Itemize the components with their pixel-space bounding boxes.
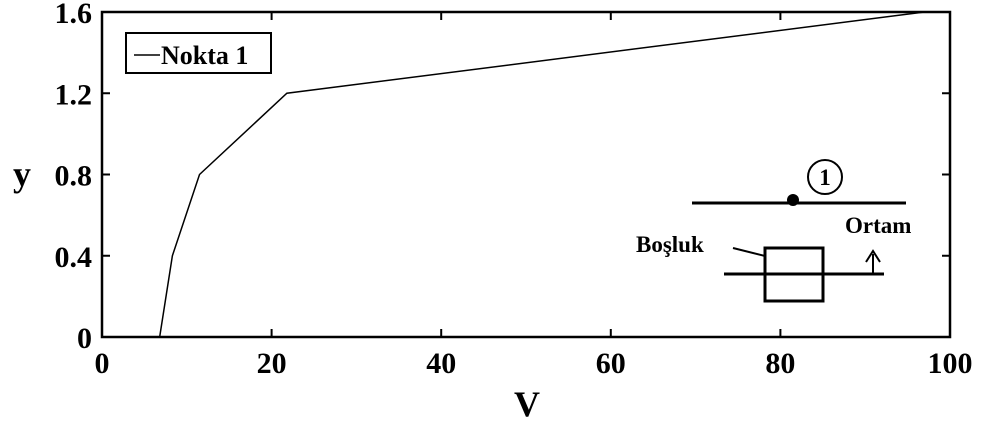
y-axis-label: y [13,154,31,194]
point-marker [787,194,799,206]
point-label-circle [807,159,843,195]
y-tick-label: 1.6 [55,0,93,30]
ticks: 0 20 40 60 80 100 0 0.4 0.8 1.2 1.6 [55,0,973,380]
legend-box [125,32,272,74]
series-layer [158,11,925,338]
x-axis-label: V [514,384,540,424]
x-tick-label: 60 [596,347,626,380]
inset-diagram: 1 Boşluk Ortam [636,159,911,303]
legend-label: Nokta 1 [161,41,248,70]
y-tick-label: 0.8 [55,160,93,193]
gap-leader-line [732,247,766,257]
x-tick-label: 40 [426,347,456,380]
gap-label: Boşluk [636,232,704,257]
legend: Nokta 1 [125,32,272,74]
series-line-nokta-1 [158,11,925,338]
y-tick-label: 0 [77,322,92,355]
x-tick-label: 100 [928,347,973,380]
medium-label: Ortam [845,213,911,238]
y-tick-label: 1.2 [55,78,93,111]
gap-box [763,246,825,303]
y-tick-label: 0.4 [55,241,93,274]
x-tick-label: 20 [257,347,287,380]
point-label: 1 [819,165,831,190]
x-tick-label: 80 [765,347,795,380]
x-tick-label: 0 [95,347,110,380]
arrow-up-icon [865,249,881,263]
